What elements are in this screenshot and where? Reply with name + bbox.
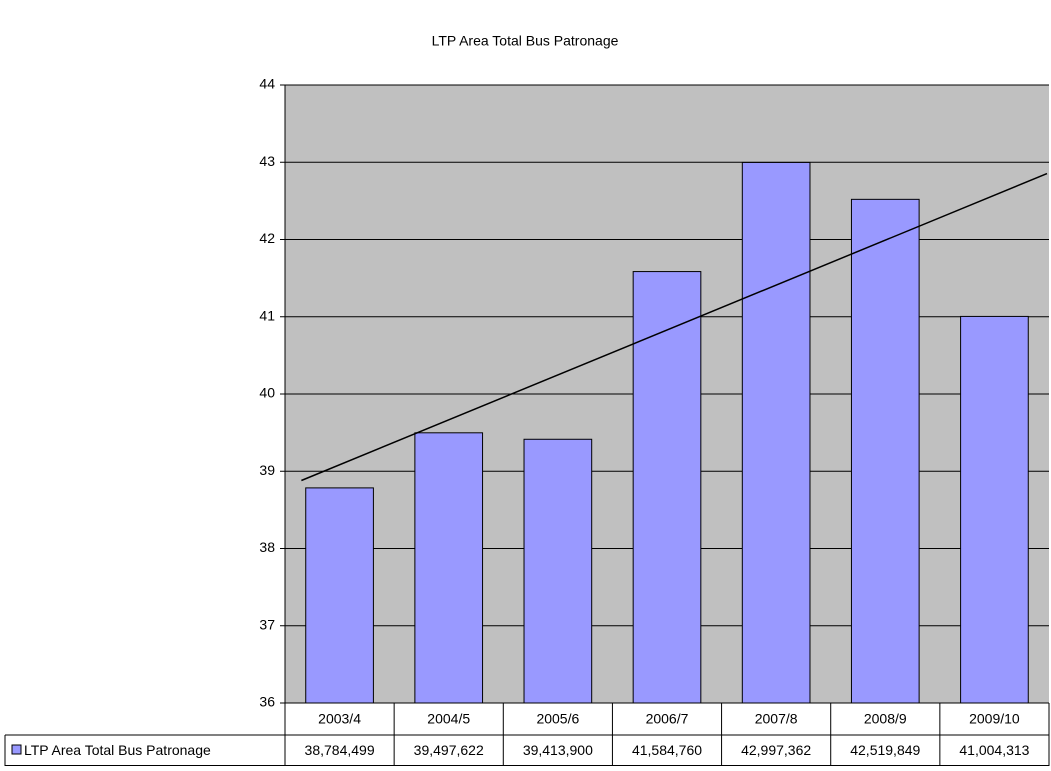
trendline [301,172,1048,482]
data-label: 42,519,849 [850,742,920,758]
data-label: 42,997,362 [741,742,811,758]
legend-key [11,744,22,755]
y-tick-label: 40 [259,385,275,401]
bar [523,438,593,704]
y-tick-label: 37 [259,616,275,632]
x-tick-label: 2009/10 [969,711,1020,727]
bar [414,432,484,704]
y-tick-label: 36 [259,694,275,710]
bar [741,161,811,704]
y-tick-label: 39 [259,462,275,478]
chart-title: LTP Area Total Bus Patronage [432,33,619,49]
x-tick-label: 2004/5 [427,711,470,727]
y-tick-label: 38 [259,539,275,555]
data-label: 41,584,760 [632,742,702,758]
bar [305,487,374,704]
y-tick-label: 42 [259,230,275,246]
bar [960,315,1029,704]
y-tick-label: 43 [259,153,275,169]
data-label: 41,004,313 [959,742,1029,758]
data-label: 38,784,499 [305,742,375,758]
x-tick-label: 2008/9 [864,711,907,727]
legend-label: LTP Area Total Bus Patronage [24,742,211,758]
x-tick-label: 2006/7 [646,711,689,727]
y-tick-label: 44 [259,76,275,92]
x-tick-label: 2003/4 [318,711,361,727]
x-tick-label: 2007/8 [755,711,798,727]
bar [632,271,702,704]
data-label: 39,413,900 [523,742,593,758]
data-label: 39,497,622 [414,742,484,758]
bar [850,198,920,704]
y-tick-label: 41 [259,307,275,323]
x-tick-label: 2005/6 [536,711,579,727]
